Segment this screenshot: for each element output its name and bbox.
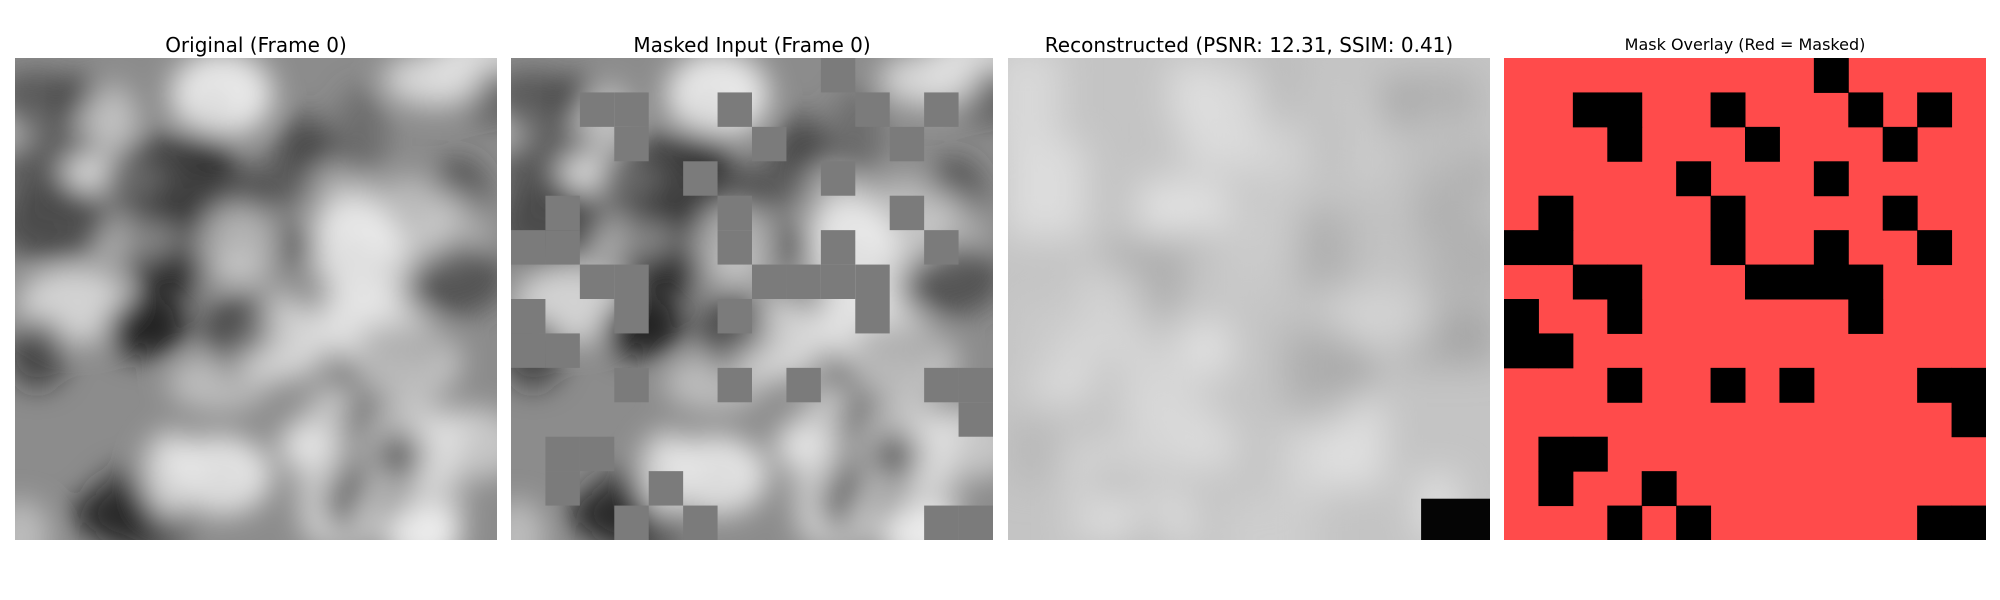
mask-visible-patch [1848, 264, 1884, 300]
mask-visible-patch [1538, 471, 1574, 507]
mask-visible-patch [1504, 299, 1539, 334]
mask-visible-patch [1710, 367, 1746, 403]
mask-visible-patch [1882, 195, 1918, 231]
mask-visible-patch [1538, 333, 1574, 369]
mask-visible-patch [1848, 92, 1884, 128]
reconstructed-image [1008, 58, 1490, 540]
mask-visible-patch [1951, 402, 1986, 438]
mask-visible-patch [1607, 367, 1643, 403]
mask-visible-patch [1917, 230, 1953, 266]
original-frame-image [15, 58, 497, 540]
masked-input-image [511, 58, 993, 540]
mask-visible-patch [1848, 299, 1884, 334]
mask-visible-patch [1538, 230, 1574, 266]
mask-visible-patch [1779, 367, 1815, 403]
mask-visible-patch [1572, 264, 1608, 300]
mask-visible-patch [1710, 195, 1746, 231]
mask-visible-patch [1710, 92, 1746, 128]
mask-visible-patch [1917, 92, 1953, 128]
mask-visible-patch [1607, 126, 1643, 162]
mask-visible-patch [1538, 436, 1574, 472]
mask-visible-patch [1813, 264, 1849, 300]
mask-visible-patch [1572, 92, 1608, 128]
mask-overlay-image [1504, 58, 1986, 540]
panel-reconstructed-title: Reconstructed (PSNR: 12.31, SSIM: 0.41) [1044, 33, 1454, 57]
mask-visible-patch [1917, 505, 1953, 540]
mask-visible-patch [1607, 264, 1643, 300]
mask-visible-patch [1710, 230, 1746, 266]
mask-visible-patch [1951, 505, 1986, 540]
mask-visible-patch [1779, 264, 1815, 300]
panel-mask-overlay-title: Mask Overlay (Red = Masked) [1624, 35, 1866, 54]
mask-visible-patch [1676, 161, 1712, 197]
mask-visible-patch [1745, 126, 1780, 162]
panel-masked-title: Masked Input (Frame 0) [633, 33, 871, 57]
mask-visible-patch [1641, 471, 1677, 507]
mask-visible-patch [1951, 367, 1986, 403]
mask-visible-patch [1504, 230, 1539, 266]
mask-visible-patch [1607, 299, 1643, 334]
mask-visible-patch [1813, 58, 1849, 93]
mask-visible-patch [1607, 92, 1643, 128]
mask-visible-patch [1607, 505, 1643, 540]
mask-visible-patch [1813, 161, 1849, 197]
mask-visible-patch [1676, 505, 1712, 540]
mask-visible-patch [1538, 195, 1574, 231]
mask-visible-patch [1813, 230, 1849, 266]
mask-visible-patch [1572, 436, 1608, 472]
mask-visible-patch [1745, 264, 1780, 300]
panel-original-title: Original (Frame 0) [165, 33, 347, 57]
mask-visible-patch [1917, 367, 1953, 403]
mask-visible-patch [1882, 126, 1918, 162]
mask-visible-patch [1504, 333, 1539, 369]
